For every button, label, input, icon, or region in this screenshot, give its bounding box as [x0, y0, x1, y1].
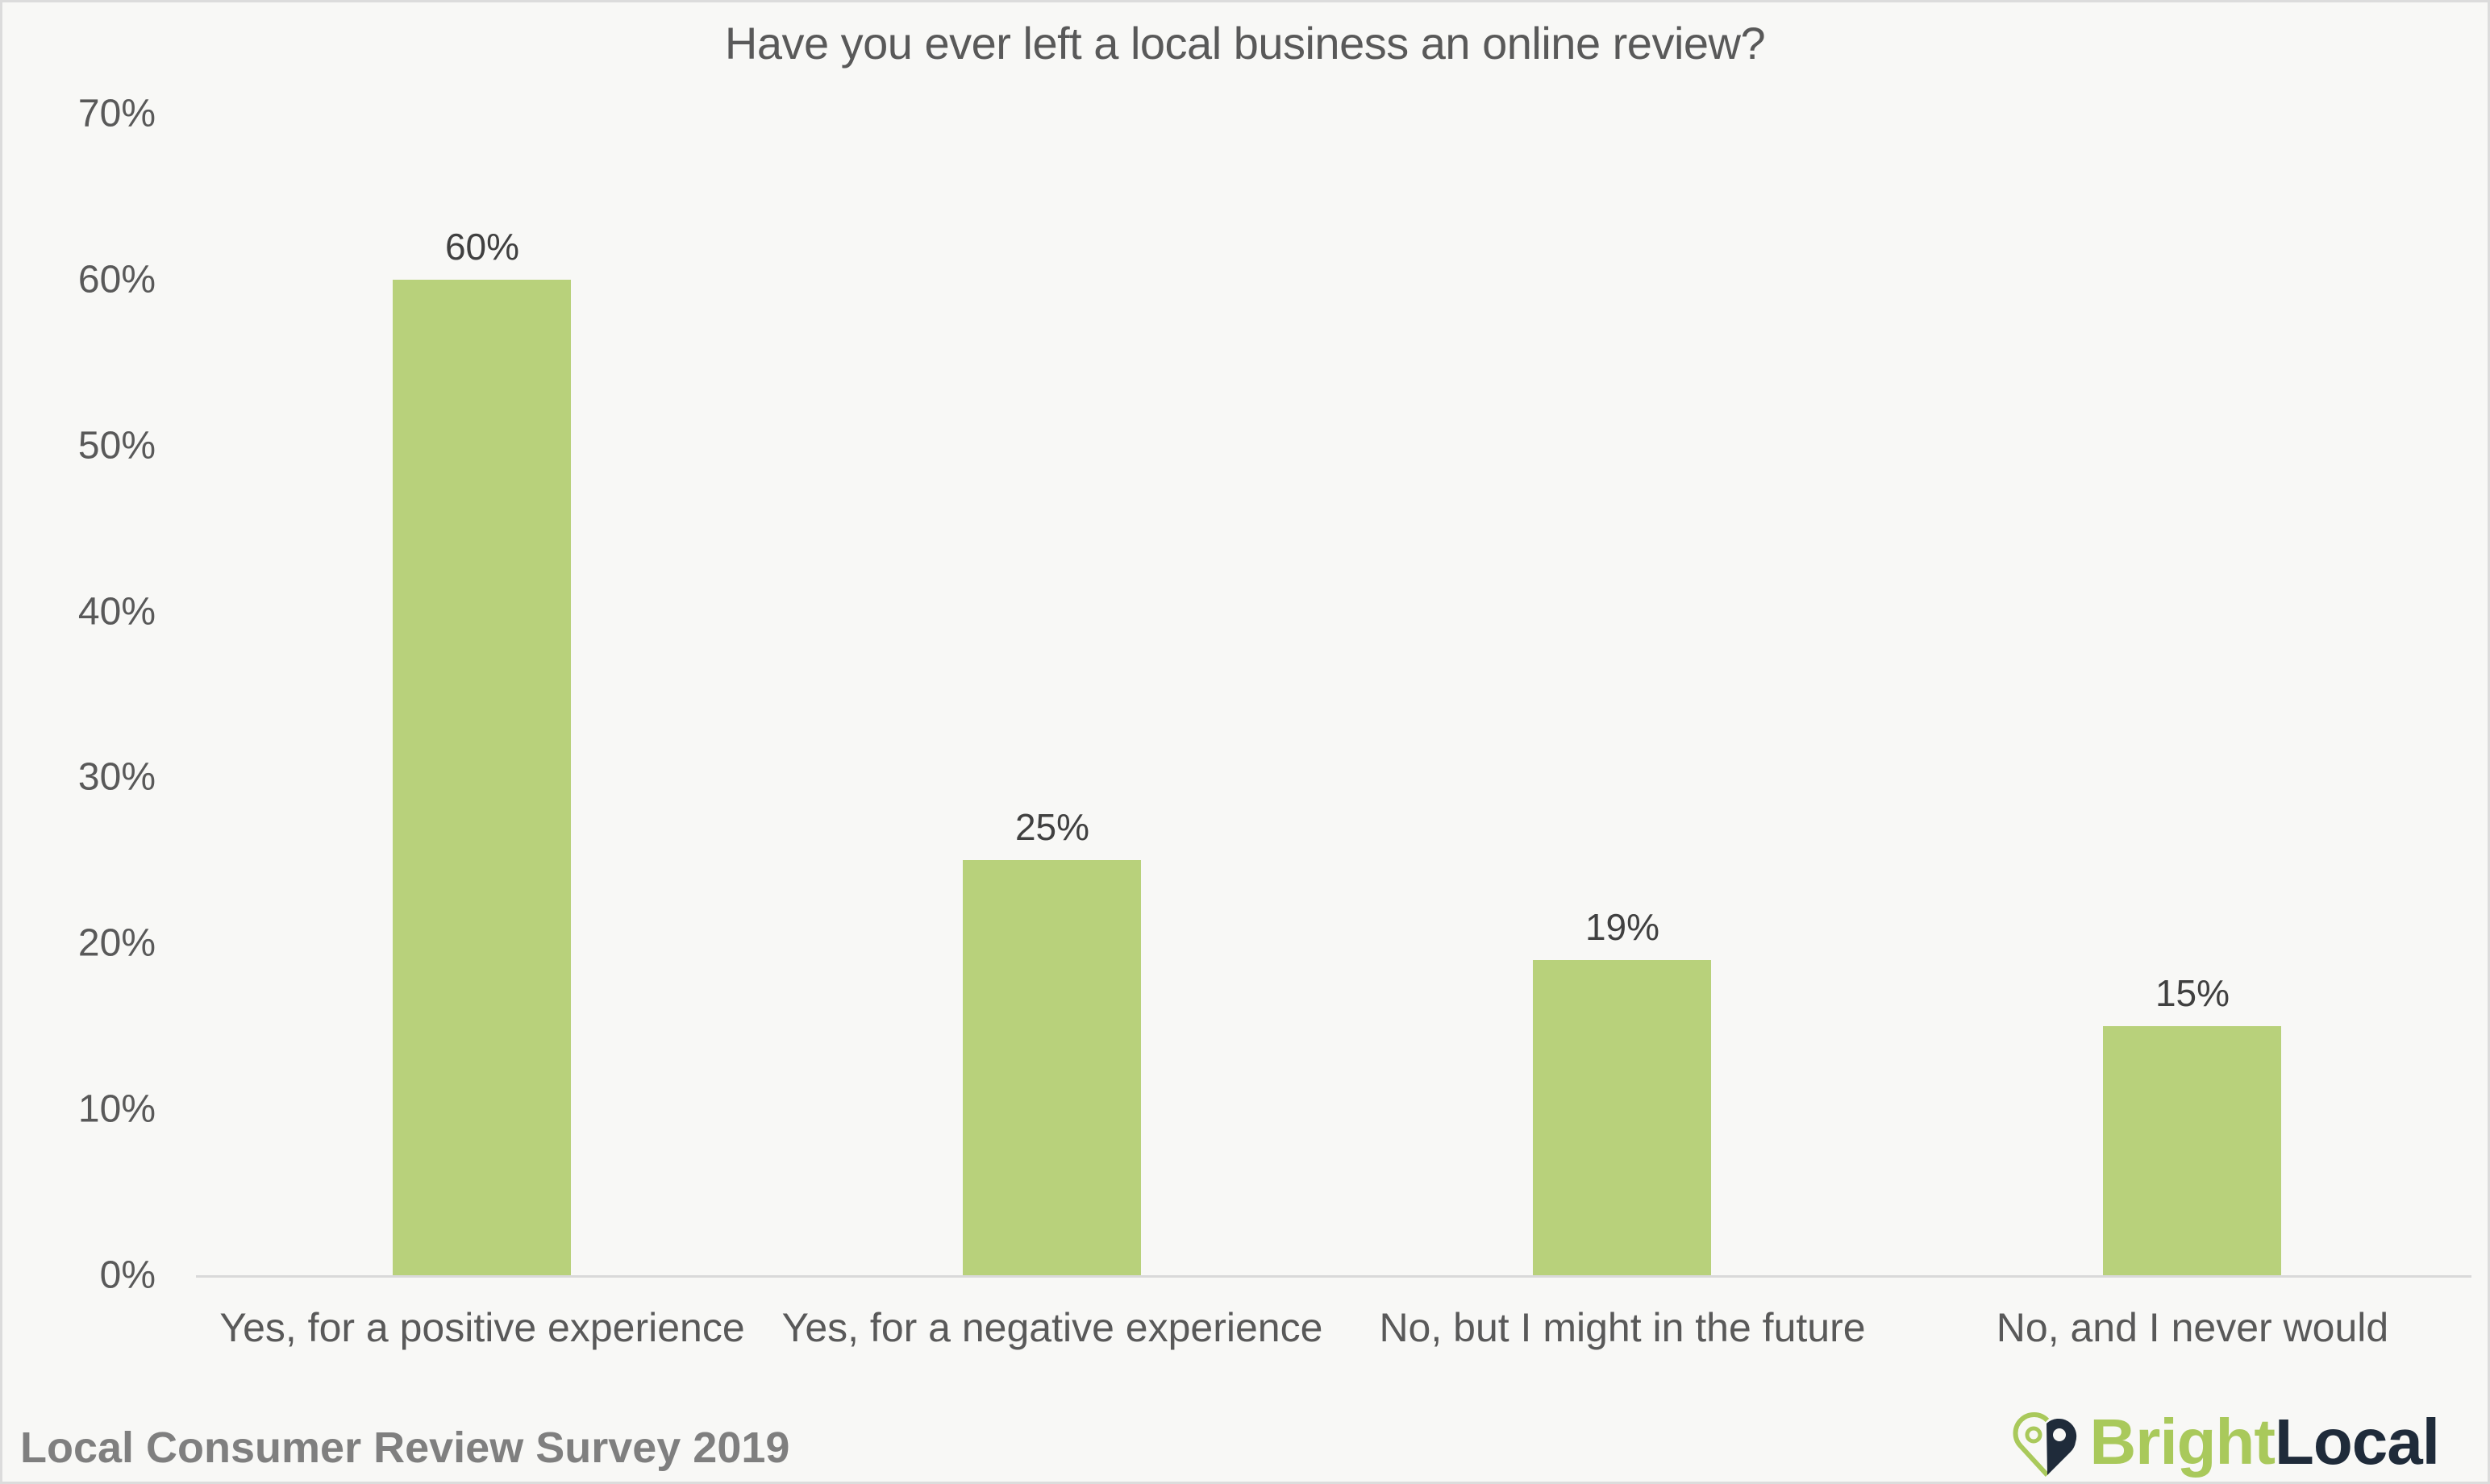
- survey-source: Local Consumer Review Survey 2019: [20, 1424, 790, 1472]
- chart-title: Have you ever left a local business an o…: [724, 18, 1766, 69]
- logo-text-local: Local: [2275, 1406, 2440, 1478]
- category-label: Yes, for a positive experience: [219, 1305, 745, 1350]
- bar-might-in-future: [1533, 960, 1711, 1275]
- y-tick-0: 0%: [99, 1253, 156, 1297]
- y-tick-30: 30%: [77, 755, 156, 799]
- y-tick-40: 40%: [77, 590, 156, 634]
- y-tick-20: 20%: [77, 921, 156, 965]
- y-tick-70: 70%: [77, 92, 156, 135]
- logo-text-bright: Bright: [2089, 1406, 2276, 1478]
- x-axis-line: [196, 1275, 2471, 1278]
- bar-value-label: 60%: [444, 226, 520, 268]
- y-tick-60: 60%: [77, 258, 156, 301]
- y-tick-50: 50%: [77, 424, 156, 468]
- brightlocal-logo: Bright Local: [2011, 1405, 2440, 1479]
- bar-value-label: 19%: [1584, 906, 1660, 948]
- bar-negative-experience: [963, 860, 1141, 1275]
- bar-value-label: 15%: [2155, 972, 2230, 1014]
- y-tick-10: 10%: [77, 1087, 156, 1131]
- category-label: No, but I might in the future: [1379, 1305, 1866, 1350]
- bar-never-would: [2103, 1026, 2281, 1275]
- map-pin-heart-icon: [2011, 1406, 2084, 1478]
- bar-positive-experience: [393, 280, 571, 1275]
- bar-value-label: 25%: [1014, 806, 1090, 848]
- category-label: Yes, for a negative experience: [781, 1305, 1323, 1350]
- category-label: No, and I never would: [1996, 1305, 2389, 1350]
